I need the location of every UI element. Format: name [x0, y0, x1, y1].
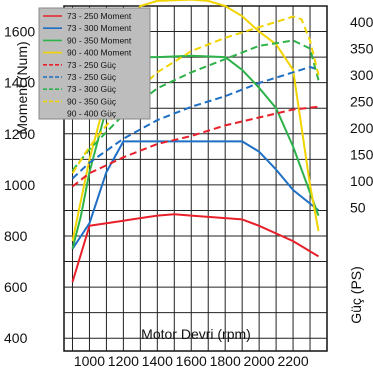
- y-left-tick-label: 1200: [4, 126, 35, 142]
- series-line: [71, 213, 320, 283]
- x-tick-labels: 1000 1200 1400 1600 1800 2000 2200: [74, 353, 309, 369]
- y-right-tick-label: 200: [350, 120, 373, 136]
- x-axis-title: Motor Devri (rpm): [141, 326, 251, 342]
- y-right-tick-label: 100: [350, 173, 373, 189]
- x-tick-label: 2000: [244, 353, 275, 369]
- legend-entry-label: 73 - 250 Moment: [67, 11, 132, 21]
- x-tick-label: 1200: [108, 353, 139, 369]
- y-right-axis-title: Güç (PS): [348, 266, 364, 324]
- legend-entry-label: 73 - 250 Güç: [67, 60, 117, 70]
- series-line: [71, 140, 320, 250]
- legend-entry-label: 90 - 400 Moment: [67, 48, 132, 58]
- y-left-tick-label: 1400: [4, 75, 35, 91]
- y-left-tick-label: 1000: [4, 177, 35, 193]
- series-line: [71, 39, 320, 172]
- y-right-tick-label: 150: [350, 147, 373, 163]
- legend-entry-label: 90 - 350 Moment: [67, 35, 132, 45]
- series-line: [71, 66, 319, 180]
- legend-entry-label: 90 - 350 Güç: [67, 96, 117, 106]
- y-left-tick-labels: 400 600 800 1000 1200 1400 1600: [4, 24, 35, 347]
- y-left-axis-title: Moment (Num): [14, 41, 30, 134]
- series-line: [71, 105, 319, 188]
- legend-entry-label: 90 - 400 Güç: [67, 109, 117, 119]
- y-right-tick-label: 250: [350, 94, 373, 110]
- y-right-tick-label: 300: [350, 67, 373, 83]
- y-right-tick-label: 400: [350, 14, 373, 30]
- y-left-tick-label: 600: [4, 279, 28, 295]
- y-left-tick-label: 1600: [4, 24, 35, 40]
- legend-entry-label: 73 - 250 Güç: [67, 72, 117, 82]
- x-tick-label: 1000: [74, 353, 105, 369]
- y-left-tick-label: 400: [4, 330, 28, 346]
- grid: [64, 5, 327, 351]
- legend: 73 - 250 Moment 73 - 300 Moment 90 - 350 M…: [38, 7, 151, 120]
- y-right-tick-label: 350: [350, 40, 373, 56]
- legend-box: [38, 7, 151, 120]
- legend-entry-label: 73 - 300 Güç: [67, 84, 117, 94]
- x-tick-label: 1400: [142, 353, 173, 369]
- x-tick-label: 2200: [277, 353, 308, 369]
- legend-entry-label: 73 - 300 Moment: [67, 23, 132, 33]
- y-right-tick-labels: 50 100 150 200 250 300 350 400: [350, 14, 373, 216]
- y-left-tick-label: 800: [4, 228, 28, 244]
- x-tick-label: 1800: [210, 353, 241, 369]
- y-right-tick-label: 50: [350, 200, 366, 216]
- x-tick-label: 1600: [176, 353, 207, 369]
